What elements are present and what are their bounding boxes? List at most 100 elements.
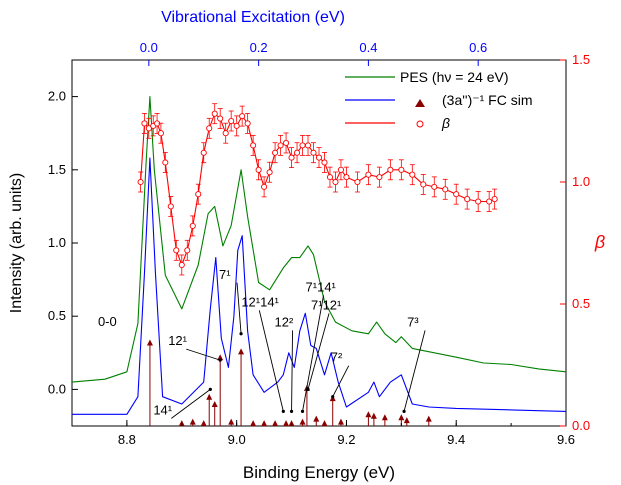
fc-stick-marker [337,418,344,425]
x-axis-bottom: 8.8 9.0 9.2 9.4 9.6 [71,420,575,447]
annotation-arrow [307,313,330,390]
fc-stick-marker [381,414,388,421]
legend-fc-label: (3a'')⁻¹ FC sim [442,92,533,108]
beta-point [310,149,317,156]
annotation-arrowhead [306,387,310,391]
beta-point [167,203,174,210]
fc-stick-marker [250,420,257,427]
fc-sim-series [72,157,567,415]
annotation-arrow [291,330,294,412]
top-tick-label: 0.2 [250,40,268,55]
beta-point [211,110,218,117]
fc-stick-marker [398,414,405,421]
beta-point [343,174,350,181]
top-tick-label: 0.6 [469,40,487,55]
beta-point [326,174,334,181]
annotation-arrowhead [218,358,222,362]
beta-point [195,191,202,198]
fc-stick-marker [228,418,235,425]
annotation-label: 12¹14¹ [241,294,279,309]
annotation-label: 0-0 [98,314,117,329]
beta-point [277,142,284,149]
beta-point [293,149,301,156]
annotation-arrowhead [402,409,406,413]
beta-point [255,166,262,173]
beta-point [376,174,383,181]
fc-stick-marker [146,339,153,346]
beta-point [304,142,312,149]
fc-stick-marker [238,348,245,355]
annotation-arrowhead [289,409,294,413]
x-tick-label: 8.8 [118,432,136,447]
beta-line [140,113,495,266]
right-tick-label: 0.5 [572,296,590,311]
fc-stick-marker [283,420,290,427]
beta-point [217,115,224,122]
x-tick-label: 9.4 [447,432,465,447]
fc-stick-marker [272,420,279,427]
beta-point [409,171,416,178]
fc-stick-marker [321,420,328,427]
beta-point [239,113,246,120]
x-axis-top: 0.0 0.2 0.4 0.6 [140,40,487,66]
beta-point [233,122,240,129]
legend: PES (hν = 24 eV) (3a'')⁻¹ FC sim β [345,69,533,131]
beta-point [222,130,229,137]
beta-point [189,222,196,229]
beta-point [464,196,471,203]
y-axis-label: Intensity (arb. units) [8,173,25,314]
pes-series [71,96,567,383]
beta-point [200,149,207,156]
beta-point [491,196,498,203]
y-axis-left: 0.0 0.5 1.0 1.5 2.0 [48,89,78,396]
annotation-label: 7¹14¹ [306,279,337,294]
top-tick-label: 0.0 [140,40,158,55]
beta-point [137,178,144,186]
annotation-arrowhead [281,409,285,413]
legend-stick-marker [415,99,425,107]
beta-series [137,103,498,276]
annotation-arrowhead [300,409,305,413]
beta-point [141,120,148,127]
fc-stick-marker [313,415,320,422]
annotation-arrow [186,348,221,361]
x-tick-label: 9.2 [337,432,355,447]
fc-stick-marker [211,401,218,408]
beta-point [288,154,295,161]
right-tick-label: 0.0 [572,418,590,433]
y-tick-label: 1.5 [48,162,66,177]
beta-point [178,261,185,269]
beta-point [365,171,372,178]
fc-stick-marker [403,417,410,424]
beta-point [206,125,213,132]
beta-point [332,178,339,186]
annotation-arrow [236,282,242,334]
top-axis-label: Vibrational Excitation (eV) [161,9,345,26]
annotation-label: 12² [275,314,294,329]
y-tick-label: 1.0 [48,235,66,250]
annotation-arrow [403,330,426,412]
fc-stick-marker [217,354,224,361]
beta-point [475,198,482,205]
beta-point [315,154,323,161]
annotation-arrowhead [331,395,335,399]
beta-point [162,159,169,166]
right-tick-label: 1.5 [572,52,590,67]
fc-stick-marker [365,411,372,418]
beta-point [453,191,460,198]
beta-point [250,142,257,149]
fc-stick-marker [370,412,377,419]
y-axis-right: 0.0 0.5 1.0 1.5 [560,52,590,433]
beta-point [266,169,273,176]
beta-point [283,139,290,147]
fc-stick-marker [189,418,196,425]
y-tick-label: 0.0 [48,381,66,396]
beta-point [398,166,405,173]
beta-point [321,159,328,166]
beta-point [261,183,268,190]
x-tick-label: 9.6 [557,432,575,447]
fc-stick-marker [299,418,306,425]
beta-point [173,247,180,254]
annotation-label: 12¹ [168,333,187,348]
